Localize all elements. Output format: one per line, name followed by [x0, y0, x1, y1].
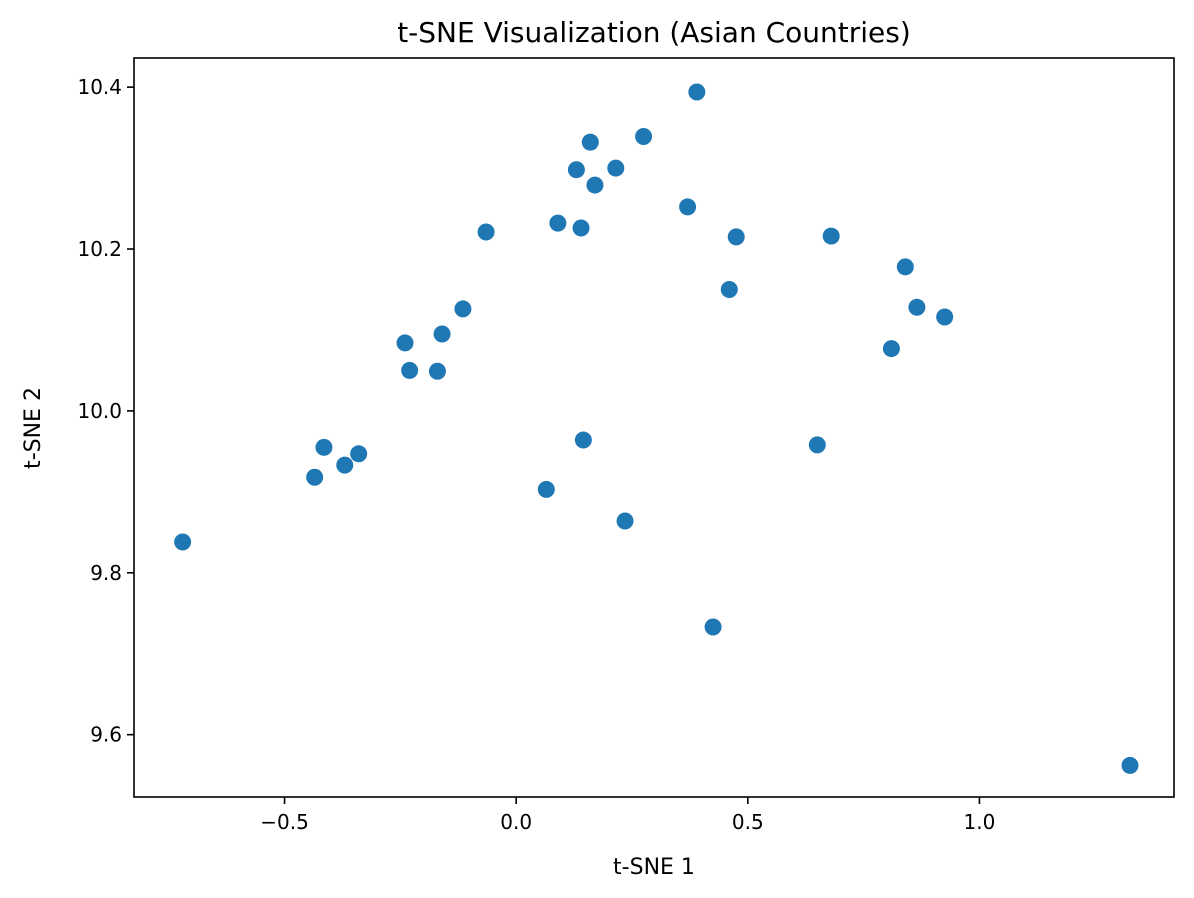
data-point [574, 431, 592, 449]
data-point [454, 300, 472, 318]
y-tick-label: 9.8 [90, 561, 122, 585]
data-point [607, 159, 625, 177]
data-point [567, 161, 585, 179]
chart-title: t-SNE Visualization (Asian Countries) [397, 16, 911, 49]
data-point [315, 438, 333, 456]
data-point [572, 219, 590, 237]
data-points [174, 83, 1139, 774]
data-point [306, 468, 324, 486]
data-point [401, 361, 419, 379]
data-point [537, 480, 555, 498]
data-point [428, 362, 446, 380]
data-point [727, 228, 745, 246]
data-point [433, 325, 451, 343]
x-tick-label: −0.5 [260, 810, 309, 834]
data-point [396, 334, 414, 352]
y-tick-label: 10.4 [77, 75, 122, 99]
data-point [635, 128, 653, 146]
data-point [882, 340, 900, 358]
data-point [549, 214, 567, 232]
data-point [1121, 756, 1139, 774]
data-point [581, 133, 599, 151]
y-axis-label: t-SNE 2 [21, 387, 46, 469]
data-point [174, 533, 192, 551]
x-tick-label: 0.0 [500, 810, 532, 834]
data-point [336, 456, 354, 474]
x-tick-label: 0.5 [732, 810, 764, 834]
data-point [908, 298, 926, 316]
y-axis-ticks: 9.6 9.8 10.0 10.2 10.4 [77, 75, 134, 747]
data-point [350, 445, 368, 463]
data-point [704, 618, 722, 636]
x-axis-ticks: −0.5 0.0 0.5 1.0 [260, 797, 995, 834]
data-point [616, 512, 634, 530]
y-tick-label: 9.6 [90, 723, 122, 747]
data-point [822, 227, 840, 245]
data-point [679, 198, 697, 216]
y-tick-label: 10.0 [77, 399, 122, 423]
data-point [936, 308, 954, 326]
data-point [720, 280, 738, 298]
y-tick-label: 10.2 [77, 237, 122, 261]
data-point [586, 176, 604, 194]
data-point [896, 258, 914, 276]
data-point [808, 436, 826, 454]
data-point [477, 223, 495, 241]
x-tick-label: 1.0 [964, 810, 996, 834]
data-point [688, 83, 706, 101]
plot-frame [133, 57, 1175, 798]
x-axis-label: t-SNE 1 [613, 855, 695, 880]
